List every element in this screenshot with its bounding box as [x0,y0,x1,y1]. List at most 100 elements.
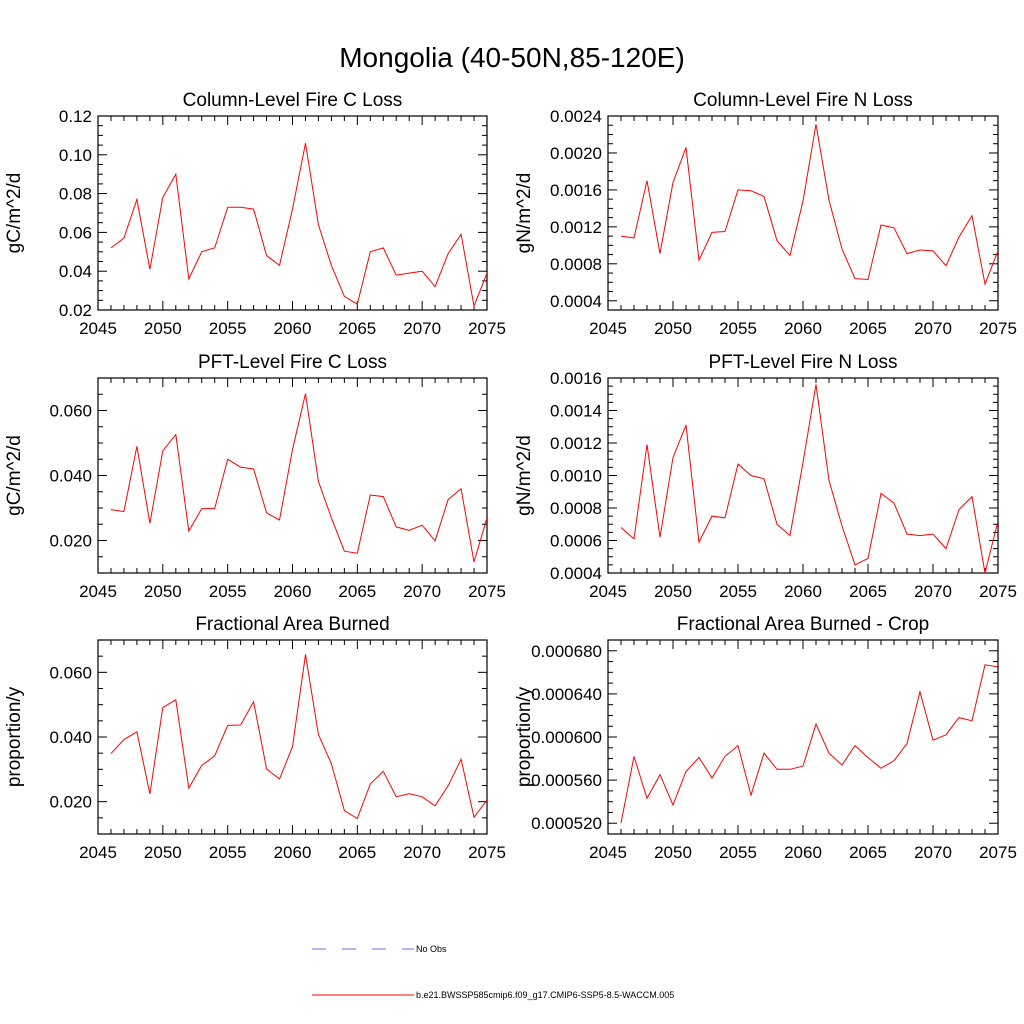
legend-model-label: b.e21.BWSSP585cmip6.f09_g17.CMIP6-SSP5-8… [416,990,674,1000]
y-tick-label: 0.0004 [550,292,602,311]
y-tick-label: 0.0016 [550,181,602,200]
x-tick-label: 2060 [274,843,312,862]
x-tick-label: 2075 [468,843,506,862]
y-axis-label: gC/m^2/d [4,173,25,254]
y-tick-label: 0.000680 [531,642,602,661]
figure-title: Mongolia (40-50N,85-120E) [339,42,685,73]
x-tick-label: 2055 [209,843,247,862]
y-tick-label: 0.06 [59,223,92,242]
x-tick-label: 2065 [338,843,376,862]
x-tick-label: 2065 [849,319,887,338]
x-tick-label: 2065 [849,582,887,601]
y-tick-label: 0.0014 [550,402,602,421]
x-tick-label: 2045 [79,319,117,338]
y-tick-label: 0.020 [49,532,92,551]
plot-frame [607,377,999,574]
x-tick-label: 2070 [914,843,952,862]
y-tick-label: 0.060 [49,402,92,421]
y-axis-label: gC/m^2/d [4,435,25,516]
panel-title: Fractional Area Burned [195,614,389,635]
x-tick-label: 2055 [209,582,247,601]
chart-panel: PFT-Level Fire N Loss gN/m^2/d 2045 2050 205… [514,352,1017,601]
x-tick-label: 2050 [654,319,692,338]
x-tick-label: 2070 [403,319,441,338]
x-tick-label: 2075 [979,582,1017,601]
plot-frame [97,115,488,311]
y-tick-label: 0.08 [59,185,92,204]
y-tick-label: 0.0010 [550,467,602,486]
x-tick-label: 2070 [403,582,441,601]
x-tick-label: 2045 [589,582,627,601]
x-tick-label: 2075 [979,319,1017,338]
x-tick-label: 2055 [719,582,757,601]
y-tick-label: 0.0008 [550,499,602,518]
x-tick-label: 2075 [979,843,1017,862]
y-tick-label: 0.000640 [531,685,602,704]
x-tick-label: 2045 [589,319,627,338]
x-tick-label: 2075 [468,319,506,338]
series-line [620,124,998,286]
x-tick-label: 2055 [719,319,757,338]
x-tick-label: 2060 [784,582,822,601]
y-axis-label: proportion/y [514,686,535,787]
x-tick-label: 2050 [654,843,692,862]
x-tick-label: 2045 [79,843,117,862]
y-tick-label: 0.0020 [550,144,602,163]
y-tick-label: 0.0008 [550,255,602,274]
series-line [110,393,487,563]
x-tick-label: 2050 [144,843,182,862]
y-tick-label: 0.0012 [550,434,602,453]
y-tick-label: 0.02 [59,301,92,320]
x-tick-label: 2075 [468,582,506,601]
chart-panel: Fractional Area Burned proportion/y 2045 20… [4,614,506,862]
x-tick-label: 2060 [784,319,822,338]
series-line [110,654,487,820]
y-tick-label: 0.060 [49,663,92,682]
y-tick-label: 0.020 [49,793,92,812]
x-tick-label: 2070 [403,843,441,862]
y-tick-label: 0.0016 [550,369,602,388]
legend: No Obs b.e21.BWSSP585cmip6.f09_g17.CMIP6… [312,944,674,1000]
series-line [110,143,487,308]
x-tick-label: 2060 [274,319,312,338]
chart-panels: Column-Level Fire C Loss gC/m^2/d 2045 2050… [4,90,1017,862]
x-tick-label: 2065 [338,319,376,338]
x-tick-label: 2055 [719,843,757,862]
x-tick-label: 2050 [654,582,692,601]
chart-panel: PFT-Level Fire C Loss gC/m^2/d 2045 2050 205… [4,352,506,601]
chart-panel: Column-Level Fire C Loss gC/m^2/d 2045 2050… [4,90,506,338]
panel-title: Column-Level Fire N Loss [693,90,913,111]
x-tick-label: 2060 [784,843,822,862]
x-tick-label: 2070 [914,319,952,338]
y-tick-label: 0.040 [49,728,92,747]
series-line [620,384,998,573]
x-tick-label: 2065 [849,843,887,862]
x-tick-label: 2060 [274,582,312,601]
y-tick-label: 0.10 [59,146,92,165]
legend-obs-label: No Obs [416,944,447,954]
chart-panel: Fractional Area Burned - Crop proportion/… [514,614,1017,862]
plot-frame [97,639,488,835]
x-tick-label: 2055 [209,319,247,338]
y-axis-label: proportion/y [4,686,25,787]
plot-frame [607,115,999,311]
panel-title: PFT-Level Fire C Loss [198,352,387,373]
y-tick-label: 0.000520 [531,814,602,833]
x-tick-label: 2050 [144,319,182,338]
panel-title: Column-Level Fire C Loss [183,90,403,111]
x-tick-label: 2045 [589,843,627,862]
y-tick-label: 0.04 [59,262,92,281]
y-tick-label: 0.0006 [550,532,602,551]
panel-title: Fractional Area Burned - Crop [677,614,929,635]
x-tick-label: 2065 [338,582,376,601]
y-tick-label: 0.0004 [550,564,602,583]
y-tick-label: 0.12 [59,107,92,126]
y-tick-label: 0.000600 [531,728,602,747]
x-tick-label: 2070 [914,582,952,601]
y-tick-label: 0.0024 [550,107,602,126]
y-axis-label: gN/m^2/d [514,435,535,516]
y-tick-label: 0.000560 [531,771,602,790]
y-tick-label: 0.0012 [550,218,602,237]
panel-title: PFT-Level Fire N Loss [709,352,898,373]
